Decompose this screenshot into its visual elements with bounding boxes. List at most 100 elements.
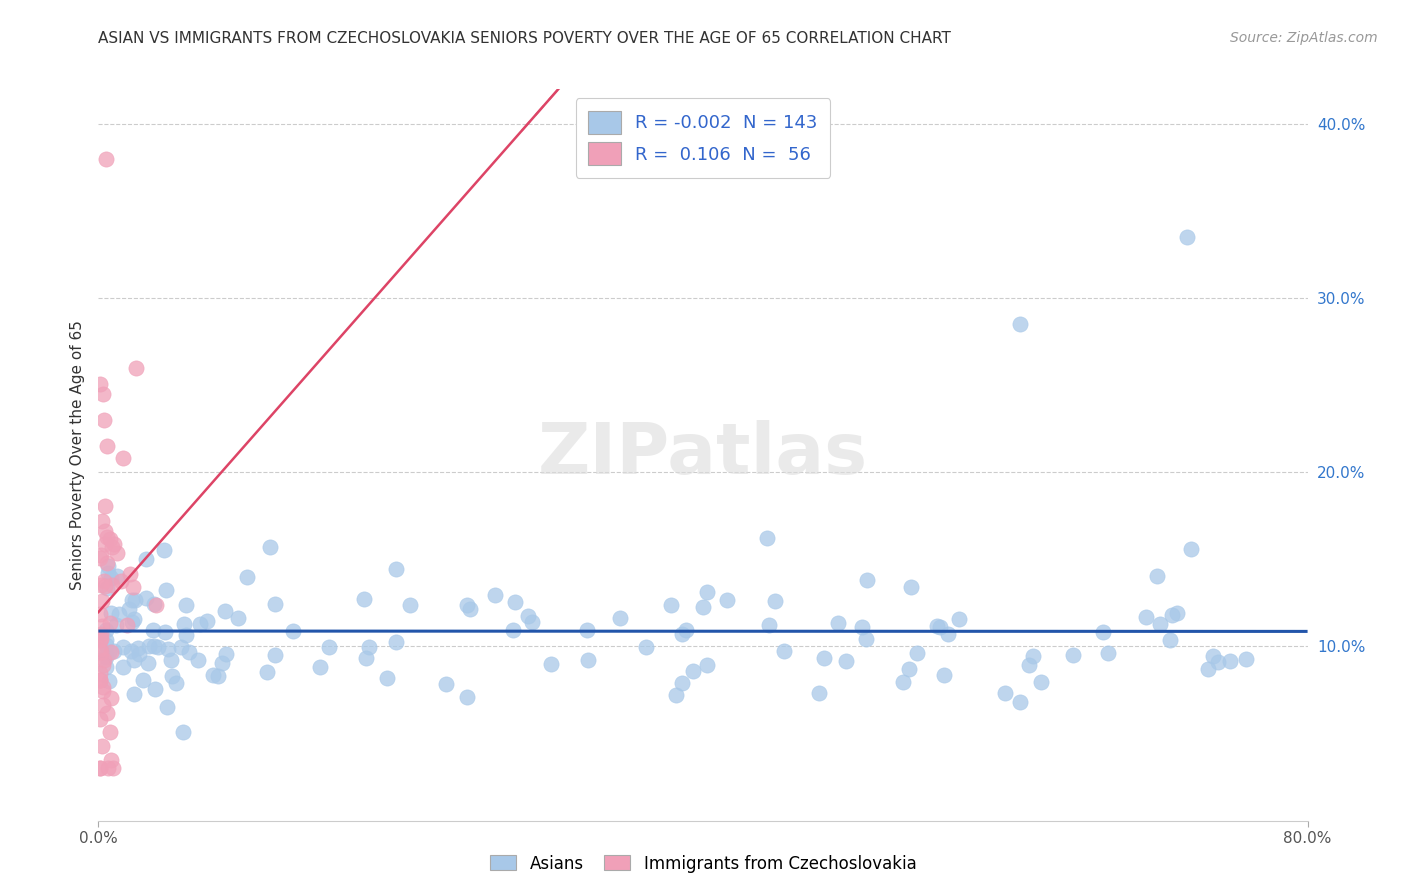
Point [456, 690, 478, 704]
Point [101, 578, 124, 592]
Point [96, 706, 118, 720]
Point [89, 761, 111, 775]
Point [671, 627, 693, 641]
Point [1092, 624, 1115, 639]
Point [716, 593, 738, 607]
Point [100, 571, 122, 585]
Point [1097, 646, 1119, 660]
Point [94, 650, 117, 665]
Point [100, 540, 122, 554]
Point [807, 686, 830, 700]
Point [1166, 606, 1188, 620]
Point [813, 651, 835, 665]
Point [359, 640, 381, 654]
Point [155, 625, 177, 640]
Point [105, 618, 128, 632]
Point [135, 591, 157, 605]
Point [138, 639, 160, 653]
Point [94, 660, 117, 674]
Point [91, 618, 114, 632]
Point [925, 619, 948, 633]
Point [110, 574, 132, 589]
Point [111, 640, 134, 655]
Point [385, 635, 408, 649]
Point [929, 620, 952, 634]
Point [93, 574, 115, 589]
Point [91, 739, 114, 753]
Point [375, 671, 398, 685]
Point [696, 585, 718, 599]
Point [105, 546, 128, 560]
Point [898, 663, 921, 677]
Point [399, 598, 422, 612]
Point [91, 684, 114, 698]
Point [165, 675, 187, 690]
Point [354, 651, 377, 665]
Point [318, 640, 340, 655]
Point [682, 664, 704, 678]
Point [664, 688, 686, 702]
Point [1206, 656, 1229, 670]
Point [97, 673, 120, 688]
Point [1219, 653, 1241, 667]
Point [900, 580, 922, 594]
Point [187, 653, 209, 667]
Point [1202, 648, 1225, 663]
Point [173, 725, 195, 739]
Point [142, 624, 165, 638]
Text: ASIAN VS IMMIGRANTS FROM CZECHOSLOVAKIA SENIORS POVERTY OVER THE AGE OF 65 CORRE: ASIAN VS IMMIGRANTS FROM CZECHOSLOVAKIA … [98, 31, 952, 46]
Point [94, 638, 117, 652]
Point [160, 653, 183, 667]
Point [89, 673, 111, 688]
Legend: Asians, Immigrants from Czechoslovakia: Asians, Immigrants from Czechoslovakia [482, 848, 924, 880]
Point [1135, 610, 1157, 624]
Point [905, 647, 928, 661]
Point [763, 594, 786, 608]
Point [96, 581, 118, 595]
Point [540, 657, 562, 671]
Point [211, 657, 233, 671]
Point [112, 660, 135, 674]
Point [97, 566, 120, 581]
Point [177, 645, 200, 659]
Point [155, 583, 177, 598]
Point [93, 413, 115, 427]
Point [90, 578, 112, 592]
Point [308, 659, 330, 673]
Point [835, 654, 858, 668]
Point [932, 667, 955, 681]
Point [89, 632, 111, 647]
Point [520, 615, 543, 629]
Point [108, 607, 131, 621]
Point [856, 573, 879, 587]
Point [100, 753, 122, 767]
Point [97, 559, 120, 574]
Legend: R = -0.002  N = 143, R =  0.106  N =  56: R = -0.002 N = 143, R = 0.106 N = 56 [575, 98, 831, 178]
Point [94, 152, 117, 166]
Point [94, 647, 117, 661]
Point [1022, 648, 1045, 663]
Point [215, 647, 238, 661]
Point [105, 569, 128, 583]
Point [773, 644, 796, 658]
Point [692, 599, 714, 614]
Point [675, 623, 697, 637]
Point [1146, 568, 1168, 582]
Point [385, 562, 408, 576]
Point [97, 761, 120, 775]
Text: Source: ZipAtlas.com: Source: ZipAtlas.com [1230, 31, 1378, 45]
Point [98, 615, 121, 630]
Point [100, 691, 122, 706]
Point [136, 657, 159, 671]
Point [188, 616, 211, 631]
Point [891, 675, 914, 690]
Point [156, 641, 179, 656]
Point [90, 645, 112, 659]
Point [90, 632, 112, 646]
Point [120, 566, 142, 581]
Point [195, 614, 218, 628]
Point [91, 387, 114, 401]
Point [103, 537, 125, 551]
Point [125, 360, 148, 375]
Point [1062, 648, 1084, 662]
